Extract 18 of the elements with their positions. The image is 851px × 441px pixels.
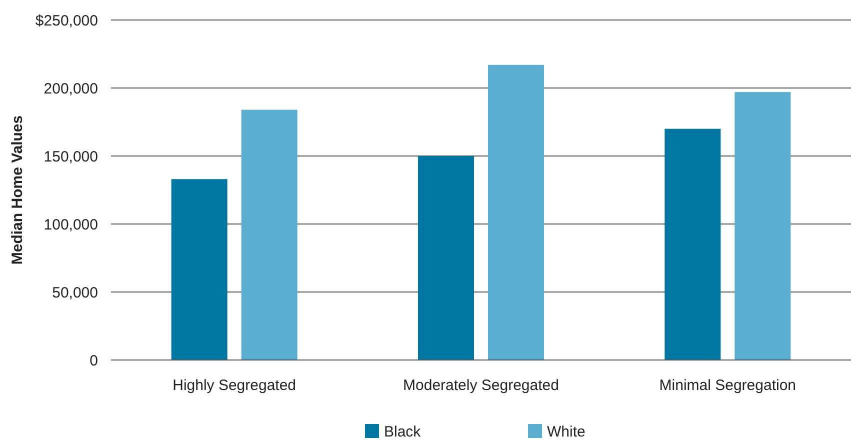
- x-tick-label: Minimal Segregation: [659, 377, 796, 394]
- y-tick-label: 0: [90, 352, 98, 370]
- bar: [418, 156, 474, 360]
- y-tick-label: 100,000: [44, 216, 98, 234]
- bar: [241, 110, 298, 360]
- y-tick-label: 200,000: [44, 80, 98, 98]
- x-tick-label: Moderately Segregated: [403, 377, 559, 394]
- y-tick-label: $250,000: [35, 12, 98, 30]
- y-axis-title: Median Home Values: [9, 115, 26, 265]
- bar: [171, 179, 228, 360]
- bar: [734, 92, 791, 360]
- bar: [664, 128, 721, 360]
- y-tick-label: 50,000: [52, 284, 98, 302]
- bar: [488, 64, 544, 360]
- x-tick-label: Highly Segregated: [172, 377, 296, 394]
- legend-label: Black: [384, 423, 422, 440]
- y-tick-label: 150,000: [44, 148, 98, 166]
- legend-label: White: [547, 423, 586, 440]
